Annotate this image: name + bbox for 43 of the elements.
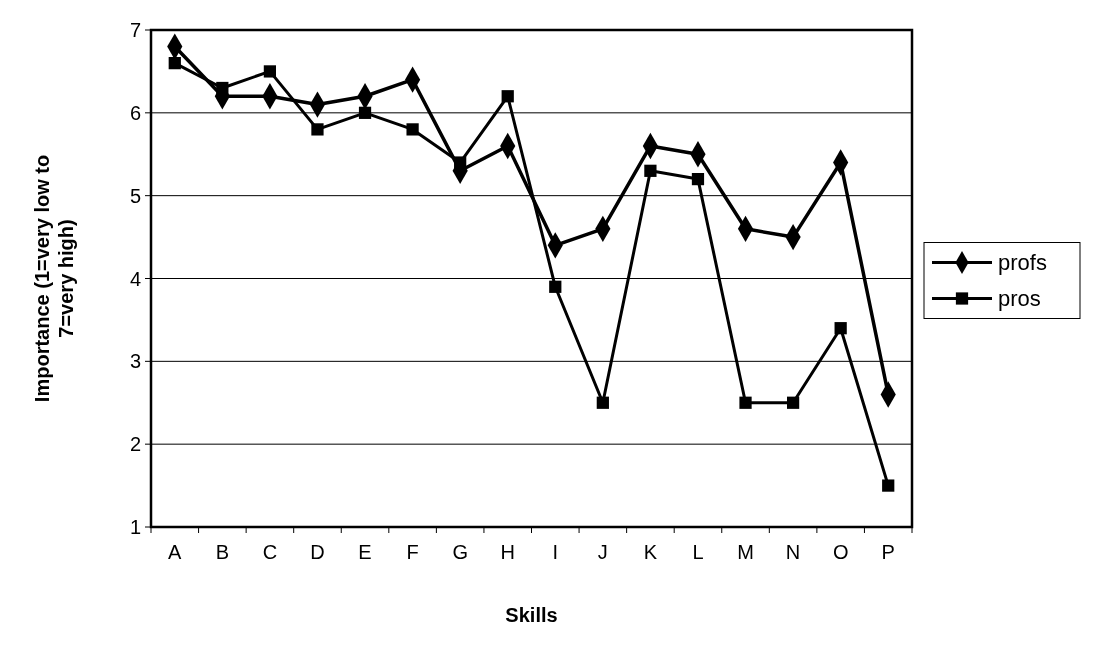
point — [358, 106, 372, 119]
y-axis-title: Importance (1=very low to 7=very high) — [31, 154, 77, 403]
y-tick-label: 7 — [129, 19, 141, 41]
legend-label: pros — [998, 286, 1041, 312]
point — [168, 57, 181, 70]
x-tick-label: P — [881, 541, 895, 563]
y-tick-label: 1 — [129, 516, 141, 538]
x-tick-label: C — [262, 541, 278, 563]
x-tick-label: H — [500, 541, 515, 563]
point — [549, 280, 562, 293]
x-tick-label: G — [452, 541, 468, 563]
y-tick-label: 4 — [129, 267, 141, 290]
y-tick-label: 3 — [129, 350, 141, 373]
x-tick-label: F — [406, 541, 419, 563]
point — [406, 123, 419, 136]
legend-label: profs — [998, 250, 1047, 276]
point — [596, 396, 609, 409]
y-tick-label: 2 — [129, 433, 141, 456]
point — [834, 322, 847, 335]
point — [644, 164, 657, 177]
point — [454, 156, 467, 169]
point — [311, 123, 324, 136]
point — [501, 90, 514, 103]
x-tick-label: B — [215, 541, 230, 563]
point — [691, 172, 705, 186]
x-tick-label: M — [737, 541, 754, 563]
x-tick-label: O — [832, 541, 849, 563]
x-tick-label: A — [168, 541, 183, 563]
x-tick-label: D — [310, 541, 325, 563]
y-tick-label: 5 — [129, 184, 141, 207]
x-tick-label: I — [552, 541, 559, 563]
point — [739, 396, 752, 409]
point — [786, 396, 800, 409]
x-axis-title: Skills — [505, 604, 558, 626]
point — [263, 65, 277, 78]
y-tick-label: 6 — [129, 101, 141, 124]
x-tick-label: K — [643, 541, 658, 563]
point — [216, 81, 229, 95]
point — [882, 479, 895, 492]
x-tick-label: E — [358, 541, 372, 563]
x-tick-label: J — [597, 541, 608, 563]
x-tick-label: N — [785, 541, 801, 563]
x-tick-label: L — [692, 541, 704, 563]
